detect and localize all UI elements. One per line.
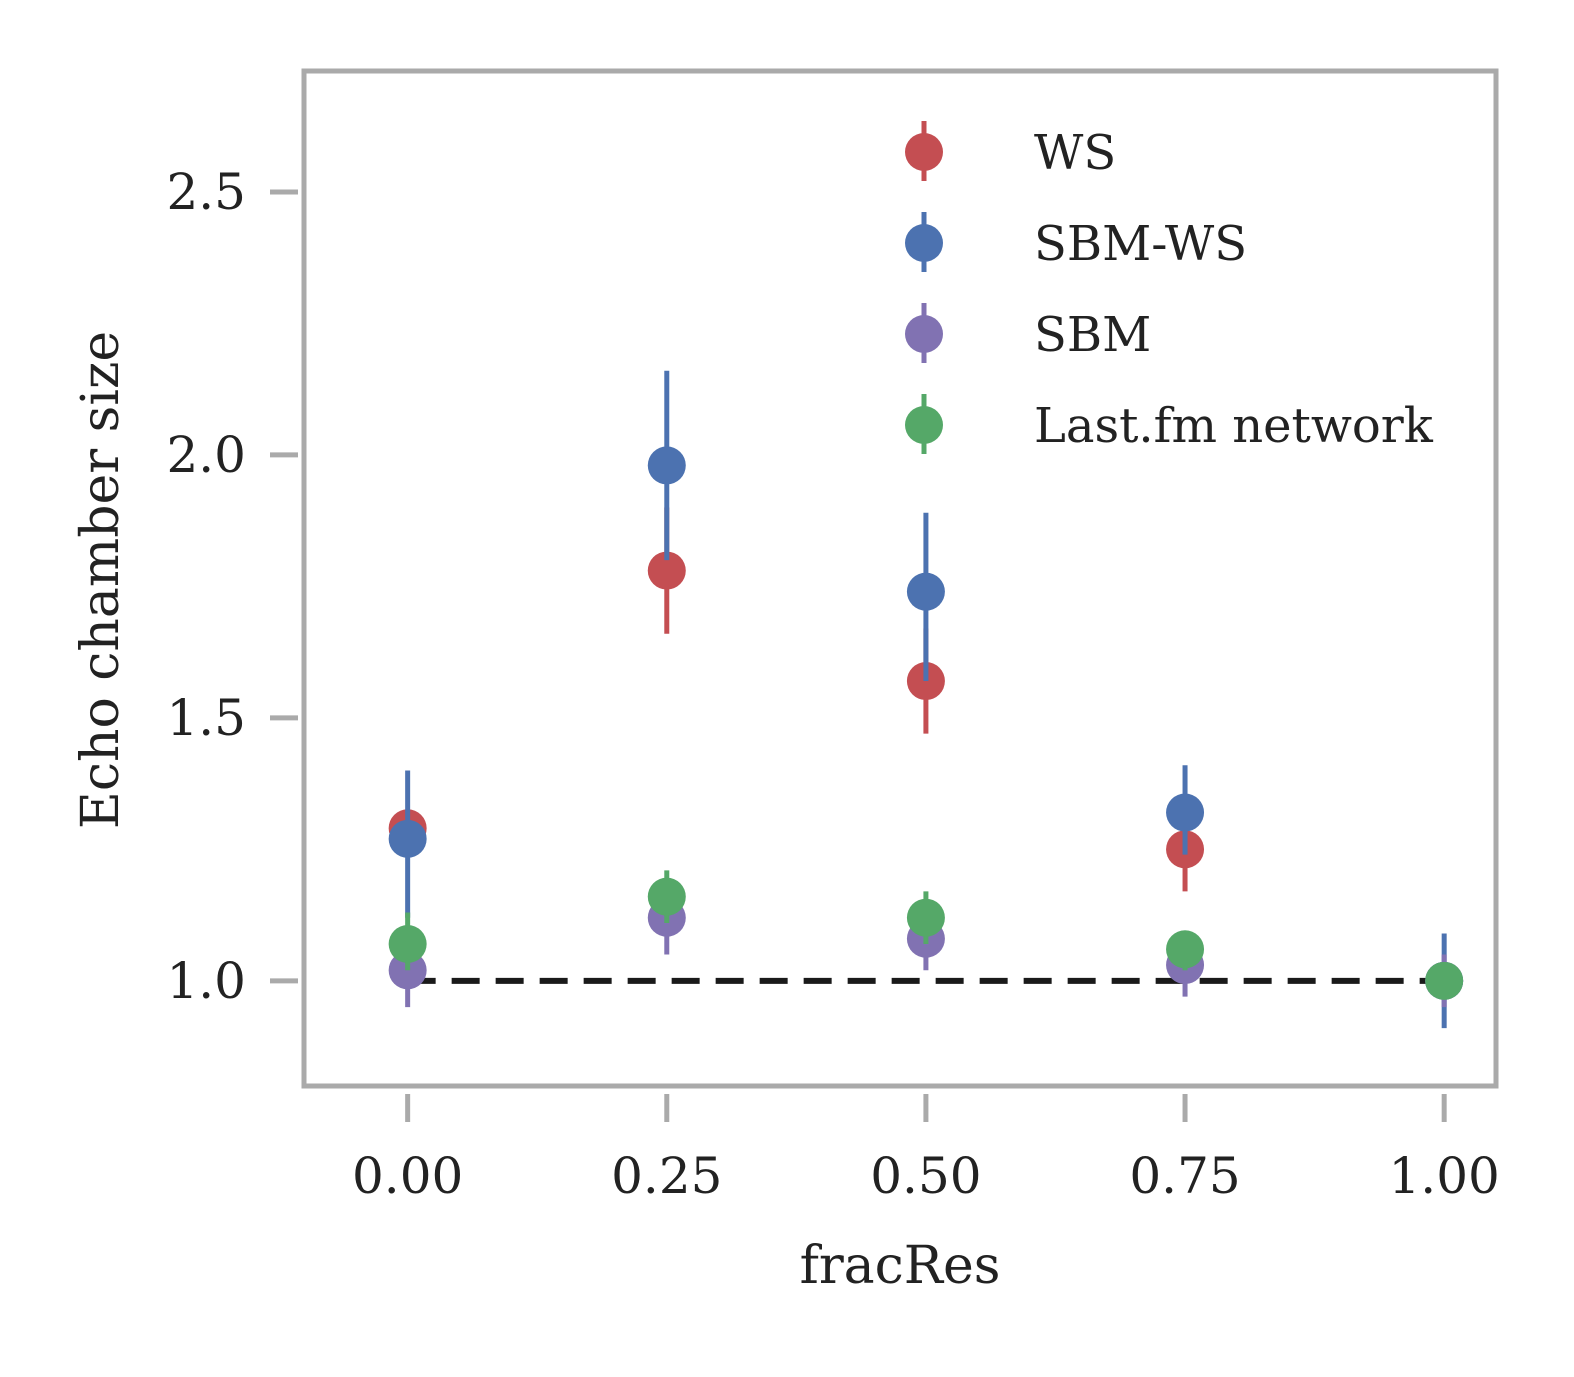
data-point	[1166, 930, 1205, 969]
legend-item: WS	[905, 121, 1116, 181]
legend-label: SBM	[1034, 307, 1151, 363]
legend-marker	[905, 133, 943, 171]
y-tick-label: 1.0	[166, 952, 246, 1010]
y-tick-label: 2.0	[166, 426, 246, 484]
legend-marker	[905, 224, 943, 262]
legend-label: Last.fm network	[1034, 398, 1434, 454]
x-axis: 0.00 0.25 0.50 0.75 1.00	[352, 1094, 1500, 1205]
data-point	[647, 877, 686, 916]
data-point	[906, 898, 945, 937]
legend-item: SBM	[905, 303, 1151, 363]
series-ws	[388, 507, 1205, 892]
x-tick-label: 0.00	[352, 1147, 463, 1205]
series-last-fm-network	[388, 870, 1464, 1000]
data-point	[1425, 961, 1464, 1000]
legend-item: SBM-WS	[905, 212, 1247, 272]
y-axis: 1.0 1.5 2.0 2.5	[166, 163, 298, 1010]
legend-marker	[905, 315, 943, 353]
legend-item: Last.fm network	[905, 394, 1434, 454]
x-tick-label: 1.00	[1389, 1147, 1500, 1205]
legend: WS SBM-WS SBM Last.fm network	[905, 121, 1434, 454]
legend-label: SBM-WS	[1034, 216, 1247, 272]
data-point	[906, 572, 945, 611]
legend-marker	[905, 406, 943, 444]
data-point	[388, 819, 427, 858]
y-tick-label: 1.5	[166, 689, 246, 747]
data-point	[388, 925, 427, 964]
plot-frame	[301, 68, 1499, 1089]
x-tick-label: 0.75	[1129, 1147, 1240, 1205]
data-point	[647, 551, 686, 590]
y-axis-label: Echo chamber size	[71, 331, 131, 829]
data-point	[1166, 793, 1205, 832]
legend-label: WS	[1034, 125, 1116, 181]
series-layer	[388, 370, 1464, 1029]
x-tick-label: 0.50	[870, 1147, 981, 1205]
y-tick-label: 2.5	[166, 163, 246, 221]
x-tick-label: 0.25	[611, 1147, 722, 1205]
x-axis-label: fracRes	[800, 1236, 1001, 1296]
data-point	[647, 446, 686, 485]
